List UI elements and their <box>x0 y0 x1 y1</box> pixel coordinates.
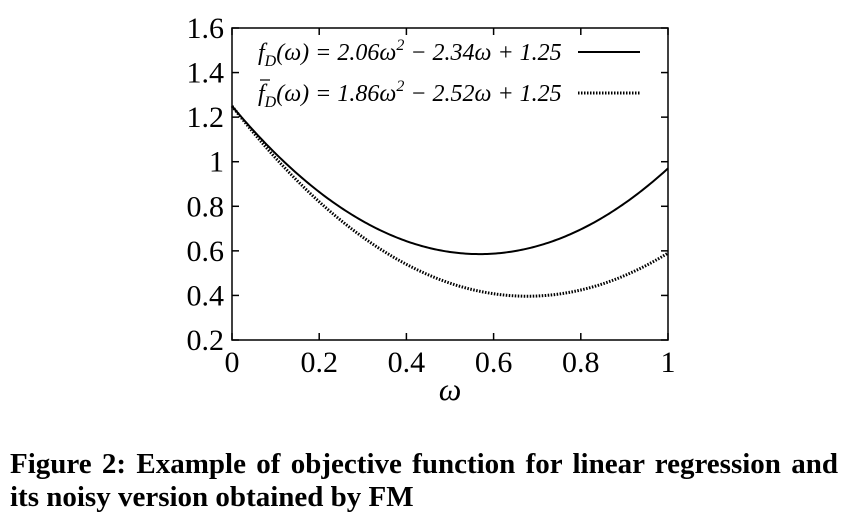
x-tick-label: 0 <box>225 346 240 379</box>
legend: fD(ω) = 2.06ω2 − 2.34ω + 1.25 fD(ω) = 1.… <box>258 37 640 111</box>
legend-label-fd: fD(ω) = 2.06ω2 − 2.34ω + 1.25 <box>258 37 562 70</box>
y-tick-label: 1.6 <box>187 12 225 45</box>
y-tick-label: 1.4 <box>187 57 225 90</box>
x-tick-label: 0.4 <box>388 346 426 379</box>
y-tick-label: 0.8 <box>187 190 225 223</box>
axis-ticks: 0.20.40.60.811.21.41.60 0.2 0.4 0.6 0.8 1 <box>187 12 676 379</box>
y-tick-label: 1 <box>209 146 224 179</box>
x-tick-label: 1 <box>661 346 676 379</box>
y-tick-label: 0.4 <box>187 279 225 312</box>
plot-frame <box>231 27 669 341</box>
legend-label-fd-noisy: fD(ω) = 1.86ω2 − 2.52ω + 1.25 <box>258 78 562 111</box>
x-axis-label: ω <box>439 371 462 407</box>
figure-caption: Figure 2: Example of objective function … <box>10 448 838 513</box>
x-tick-label: 0.8 <box>562 346 600 379</box>
series-line-fd-noisy <box>230 105 669 298</box>
x-tick-label: 0.6 <box>475 346 513 379</box>
y-tick-label: 0.2 <box>187 324 225 357</box>
objective-function-chart: 0.20.40.60.811.21.41.60 0.2 0.4 0.6 0.8 1 fD(… <box>187 12 676 407</box>
y-tick-label: 1.2 <box>187 101 225 134</box>
series-line-fd <box>231 105 669 256</box>
x-tick-label: 0.2 <box>300 346 338 379</box>
y-tick-label: 0.6 <box>187 235 225 268</box>
series-curves <box>230 105 669 298</box>
